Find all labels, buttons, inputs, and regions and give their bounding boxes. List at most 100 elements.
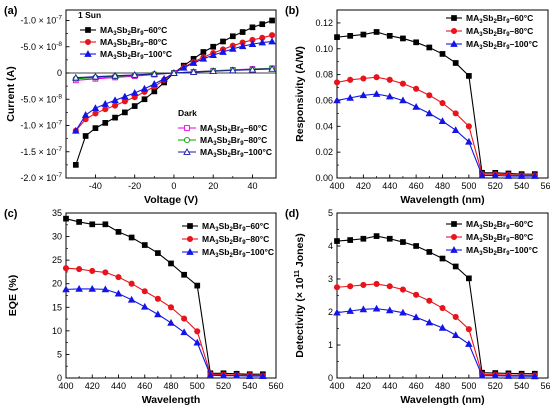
data-point xyxy=(154,295,161,302)
y-tick-label: 0.04 xyxy=(315,121,333,131)
x-tick-label: 520 xyxy=(488,381,503,391)
x-tick-label: 460 xyxy=(409,181,424,191)
legend-marker xyxy=(187,223,193,229)
data-point xyxy=(517,372,526,379)
data-point xyxy=(373,29,380,35)
data-point xyxy=(347,32,354,39)
data-point xyxy=(206,371,215,379)
data-point xyxy=(189,68,198,75)
legend-label: MA3Sb2Br9–80°C xyxy=(466,232,533,244)
data-point xyxy=(121,92,129,100)
y-tick-label: 0.08 xyxy=(315,70,333,80)
data-point xyxy=(229,66,237,74)
series-2 xyxy=(333,90,539,179)
legend-marker xyxy=(84,50,92,57)
data-point xyxy=(219,48,227,55)
y-tick-label: 0 xyxy=(328,373,333,383)
data-point xyxy=(101,100,110,107)
legend-marker xyxy=(450,233,458,241)
x-axis-label: Wavelength (nm) xyxy=(400,194,484,206)
data-point xyxy=(465,137,473,145)
data-point xyxy=(102,120,109,126)
data-point xyxy=(114,289,123,297)
legend-title-dark: Dark xyxy=(178,108,197,118)
data-point xyxy=(386,32,393,39)
y-tick-label: 35 xyxy=(52,208,62,218)
data-point xyxy=(76,219,82,225)
x-tick-label: 480 xyxy=(163,381,178,391)
data-point xyxy=(199,54,208,62)
data-point xyxy=(451,331,460,338)
legend: MA3Sb2Br9–60°CMA3Sb2Br9–80°CMA3Sb2Br9–10… xyxy=(446,219,538,257)
y-tick-label: 0 xyxy=(57,68,62,78)
legend-marker xyxy=(450,246,458,253)
legend-marker xyxy=(186,235,194,243)
data-point xyxy=(75,284,83,292)
y-axis-label: Responsivity (A/W) xyxy=(294,46,306,142)
data-point xyxy=(360,75,367,82)
data-point xyxy=(373,233,380,239)
panel-label: (a) xyxy=(4,5,18,17)
x-axis-label: Voltage (V) xyxy=(144,194,198,206)
data-point xyxy=(346,93,354,101)
data-point xyxy=(359,305,368,313)
y-tick-label: 0.12 xyxy=(315,18,333,28)
y-tick-label: 25 xyxy=(52,255,62,265)
data-point xyxy=(229,44,237,52)
data-point xyxy=(82,133,89,139)
data-point xyxy=(333,96,341,104)
data-point xyxy=(346,307,354,314)
data-point xyxy=(189,59,198,66)
series-line xyxy=(336,308,535,377)
series-2 xyxy=(62,284,267,379)
data-point xyxy=(170,69,178,76)
data-point xyxy=(167,304,175,311)
data-point xyxy=(131,103,138,109)
data-point xyxy=(141,96,148,103)
y-tick-label: -2.0 × 10-7 xyxy=(20,172,62,183)
y-tick-label: 0.10 xyxy=(315,44,333,54)
data-point xyxy=(386,76,393,83)
data-point xyxy=(180,328,188,336)
legend-label: MA3Sb2Br9–80°C xyxy=(200,135,267,147)
data-point xyxy=(76,266,83,273)
data-point xyxy=(452,110,459,117)
data-point xyxy=(258,38,267,46)
series-line xyxy=(336,76,535,176)
data-point xyxy=(219,371,228,379)
data-point xyxy=(466,73,472,79)
data-point xyxy=(400,35,406,42)
y-tick-label: -1.0 × 10-7 xyxy=(20,120,62,131)
y-tick-label: 5 xyxy=(328,208,333,218)
data-point xyxy=(140,302,149,310)
data-point xyxy=(413,291,420,298)
data-point xyxy=(439,51,446,57)
data-point xyxy=(102,106,109,113)
x-tick-label: 420 xyxy=(356,381,371,391)
data-point xyxy=(372,90,381,97)
x-axis-label: Wavelength (nm) xyxy=(400,394,484,406)
series-2 xyxy=(333,304,539,380)
data-point xyxy=(385,306,394,314)
data-point xyxy=(360,31,367,38)
series-5 xyxy=(72,64,276,81)
data-point xyxy=(531,372,539,380)
y-tick-label: -1.5 × 10-7 xyxy=(20,146,62,157)
x-tick-label: 400 xyxy=(329,181,344,191)
data-point xyxy=(209,67,217,75)
y-tick-label: 0.06 xyxy=(315,95,333,105)
data-point xyxy=(386,283,393,290)
panel-c: 400 420 440 460 480 500 520 540 560 0 5 10 15 20 25 30 3… xyxy=(4,208,284,406)
data-point xyxy=(491,371,500,379)
plot-frame xyxy=(65,212,277,379)
y-tick-label: 0.02 xyxy=(315,147,333,157)
data-point xyxy=(438,323,447,331)
data-point xyxy=(465,340,473,347)
data-point xyxy=(347,237,354,243)
data-point xyxy=(413,243,419,249)
data-point xyxy=(102,269,109,276)
data-point xyxy=(399,96,407,104)
legend-label: MA3Sb2Br9–100°C xyxy=(202,247,274,259)
plot-frame xyxy=(65,9,277,179)
panel-d: 400 420 440 460 480 500 520 540 560 0 1 2 3 4 5 Wavelen… xyxy=(285,208,550,406)
